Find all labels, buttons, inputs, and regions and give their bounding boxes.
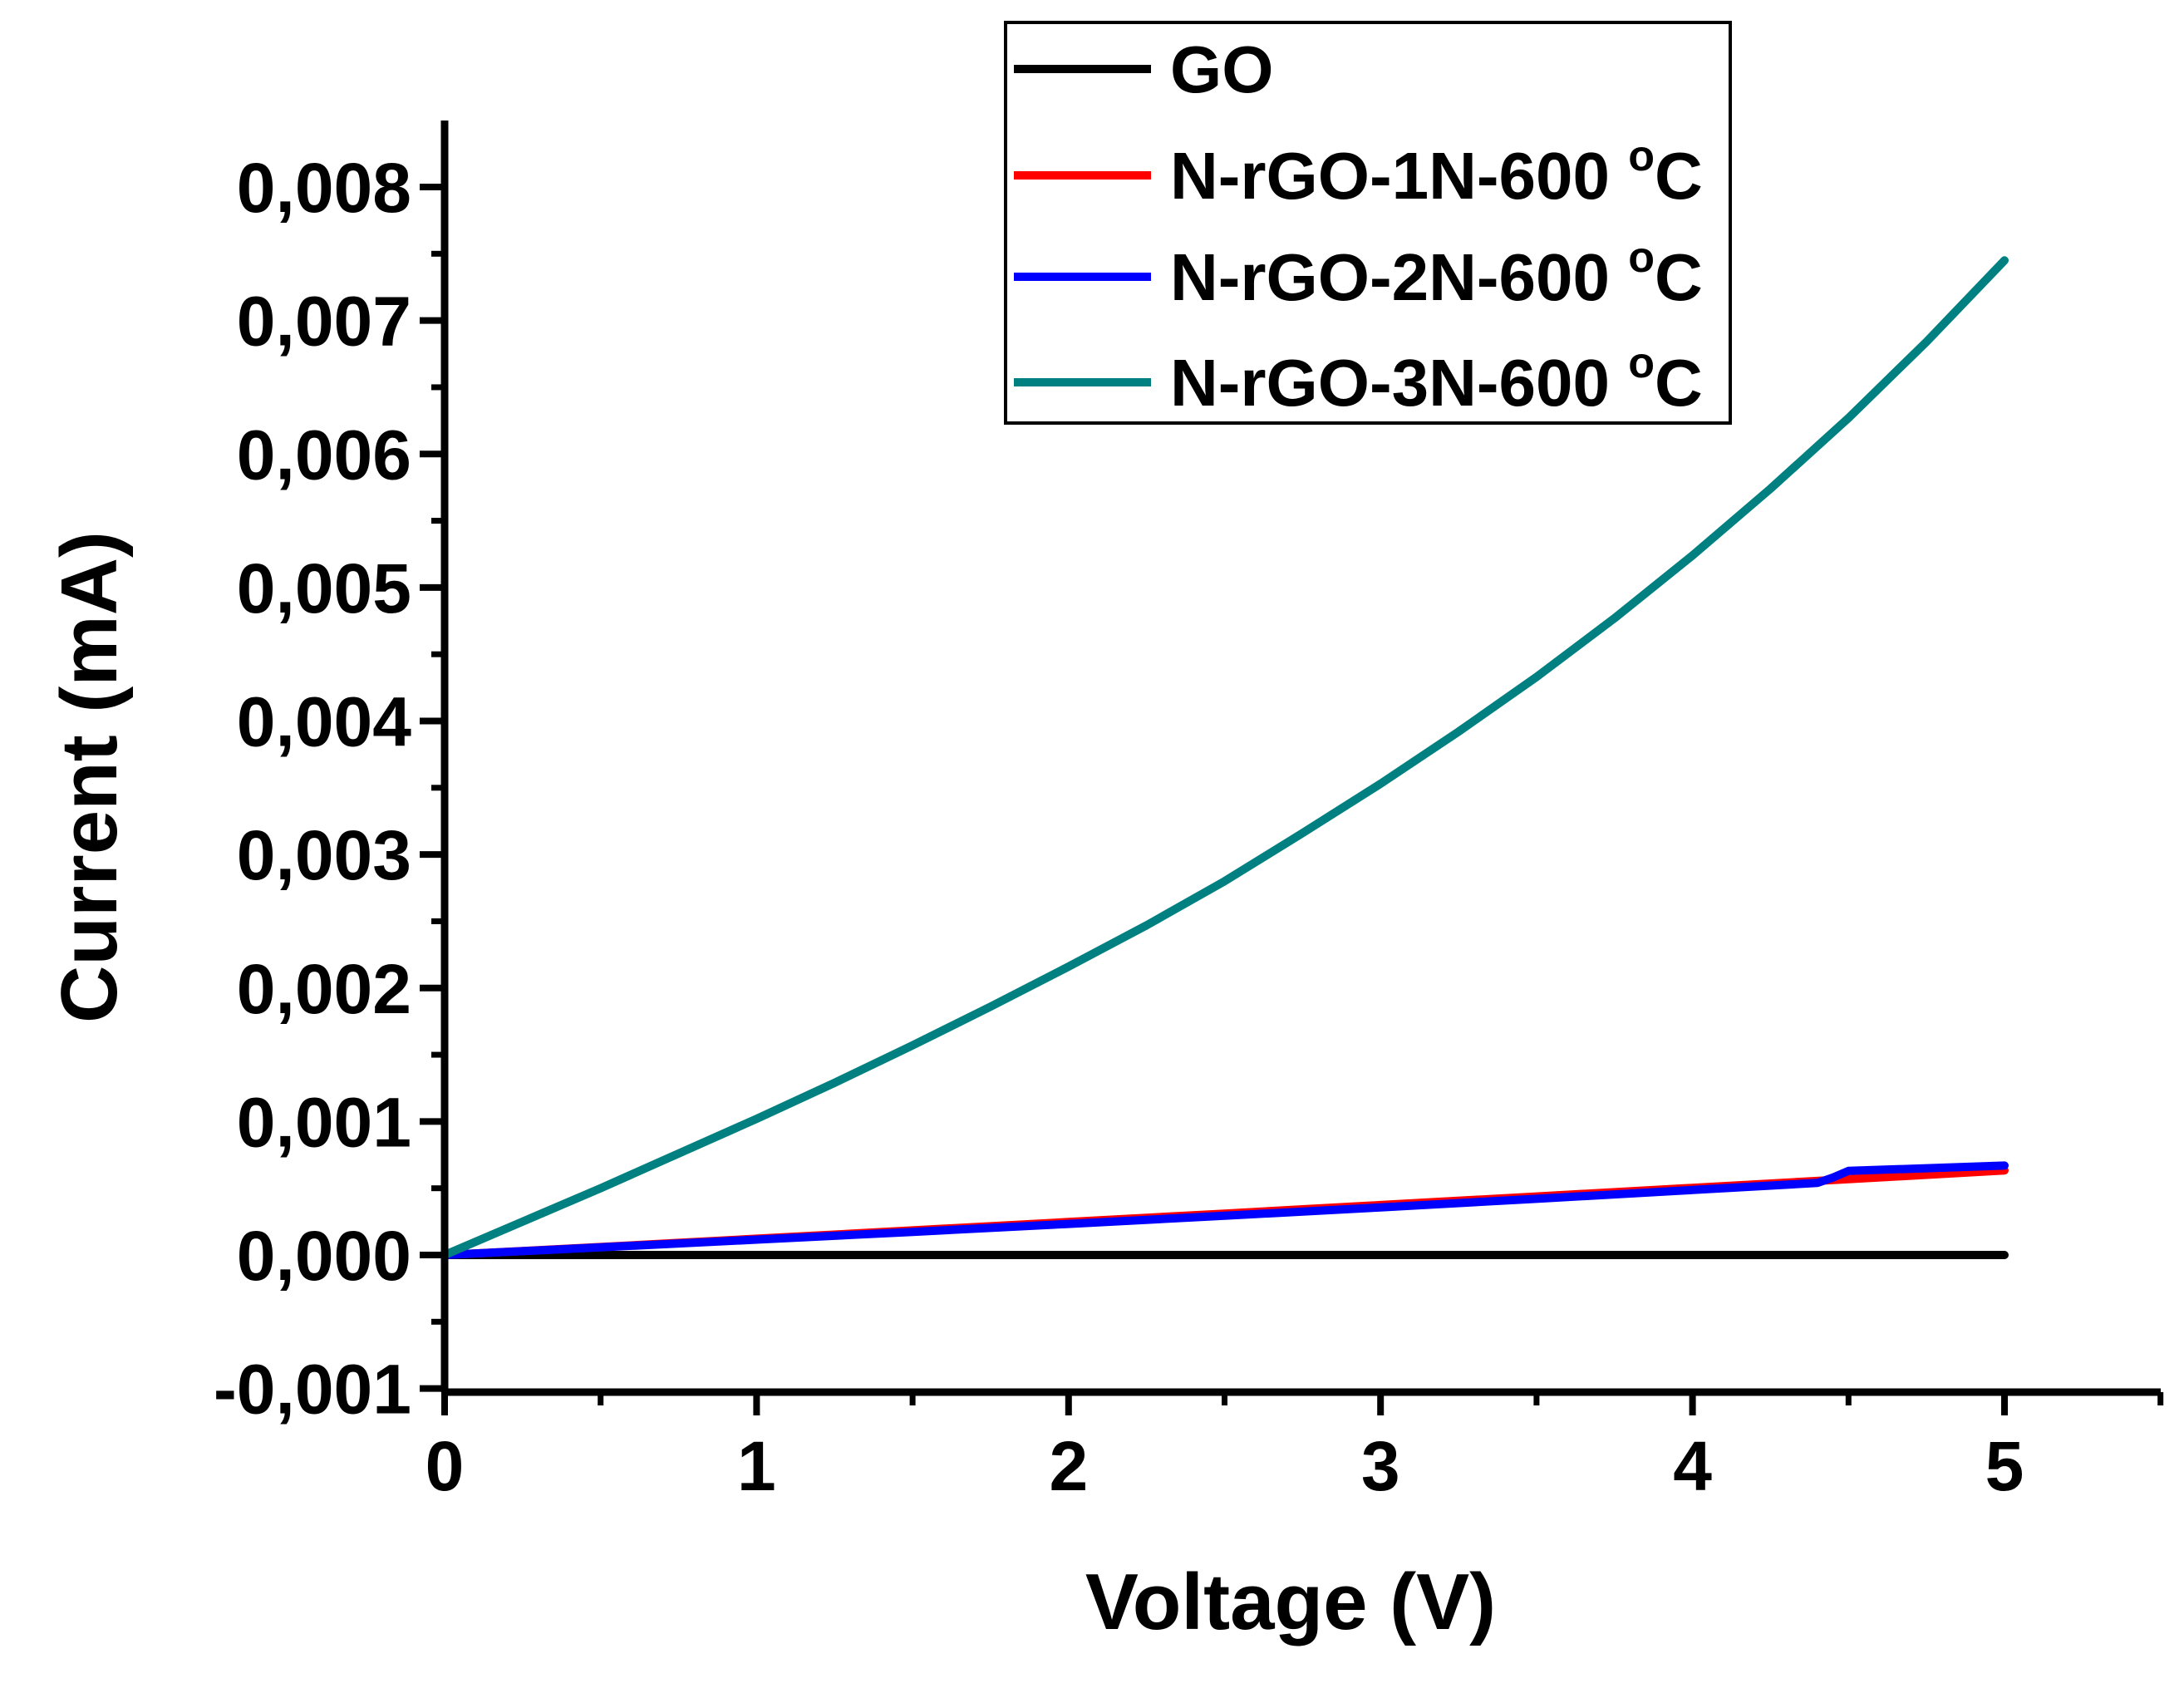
y-tick-label: -0,001 [214, 1351, 411, 1429]
y-axis-title: Current (mA) [45, 531, 134, 1023]
legend-degree-sup: o [1628, 132, 1655, 180]
x-tick-label: 2 [1049, 1427, 1088, 1505]
x-axis-title: Voltage (V) [1085, 1558, 1496, 1646]
y-tick-label: 0,000 [237, 1217, 411, 1295]
series-layer [440, 256, 2009, 1259]
y-tick-label: 0,003 [237, 816, 411, 894]
legend-label-2: N-rGO-1N-600 oC [1170, 132, 1703, 213]
legend-label-4: N-rGO-3N-600 oC [1170, 339, 1703, 420]
legend-box [1004, 21, 1732, 425]
y-tick-label: 0,002 [237, 950, 411, 1028]
y-tick-label: 0,006 [237, 416, 411, 494]
legend: GO N-rGO-1N-600 oC N-rGO-2N-600 oC N-rGO-3N… [1004, 21, 1732, 425]
y-tick-label: 0,007 [237, 283, 411, 361]
legend-unit: C [1655, 346, 1703, 420]
y-tick-label: 0,008 [237, 149, 411, 227]
legend-degree-sup: o [1628, 339, 1655, 387]
x-tick-label: 0 [425, 1427, 465, 1505]
y-tick-label: 0,004 [237, 683, 411, 761]
legend-label-3: N-rGO-2N-600 oC [1170, 234, 1703, 314]
x-tick-label: 1 [737, 1427, 776, 1505]
x-tick-label: 4 [1673, 1427, 1712, 1505]
y-tick-label: 0,005 [237, 549, 411, 627]
axes-layer: 0 1 2 3 4 5 -0,001 0,000 0,001 0,002 0,003 0,004 0,0… [45, 121, 2164, 1646]
series-line-4 [440, 256, 2009, 1259]
legend-unit: C [1655, 139, 1703, 213]
y-tick-label: 0,001 [237, 1083, 411, 1161]
x-tick-label: 5 [1985, 1427, 2024, 1505]
x-tick-label: 3 [1361, 1427, 1400, 1505]
legend-degree-sup: o [1628, 234, 1655, 282]
legend-label-1: GO [1170, 32, 1273, 106]
legend-unit: C [1655, 240, 1703, 314]
series-line-3 [440, 1161, 2009, 1259]
